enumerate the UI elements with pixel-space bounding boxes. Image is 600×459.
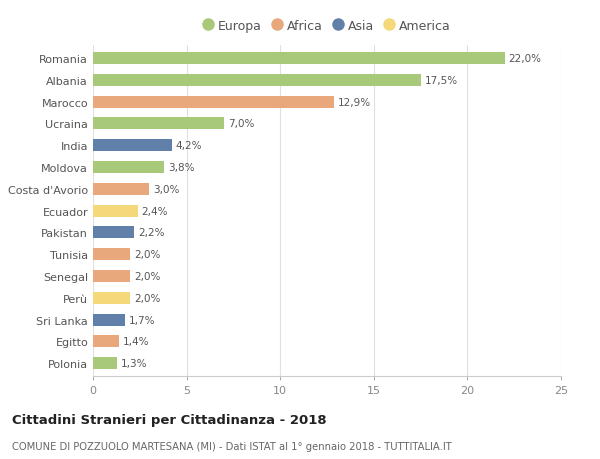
Bar [93, 227, 134, 239]
Text: 17,5%: 17,5% [424, 76, 457, 86]
Bar [93, 292, 130, 304]
Bar [93, 249, 130, 261]
Bar [93, 336, 119, 347]
Text: 2,2%: 2,2% [138, 228, 164, 238]
Text: 1,4%: 1,4% [123, 336, 149, 347]
Text: 12,9%: 12,9% [338, 97, 371, 107]
Text: 1,7%: 1,7% [128, 315, 155, 325]
Bar [93, 314, 125, 326]
Bar [93, 118, 224, 130]
Text: 1,3%: 1,3% [121, 358, 148, 368]
Text: 3,8%: 3,8% [168, 162, 194, 173]
Text: Cittadini Stranieri per Cittadinanza - 2018: Cittadini Stranieri per Cittadinanza - 2… [12, 413, 326, 426]
Text: 2,4%: 2,4% [142, 206, 168, 216]
Text: 2,0%: 2,0% [134, 271, 161, 281]
Text: 22,0%: 22,0% [509, 54, 542, 64]
Bar [93, 162, 164, 174]
Bar [93, 75, 421, 87]
Bar [93, 205, 138, 217]
Bar [93, 270, 130, 282]
Text: COMUNE DI POZZUOLO MARTESANA (MI) - Dati ISTAT al 1° gennaio 2018 - TUTTITALIA.I: COMUNE DI POZZUOLO MARTESANA (MI) - Dati… [12, 441, 452, 451]
Bar [93, 96, 334, 108]
Text: 2,0%: 2,0% [134, 250, 161, 260]
Text: 7,0%: 7,0% [228, 119, 254, 129]
Legend: Europa, Africa, Asia, America: Europa, Africa, Asia, America [203, 20, 451, 33]
Text: 2,0%: 2,0% [134, 293, 161, 303]
Bar [93, 184, 149, 196]
Bar [93, 140, 172, 152]
Bar [93, 53, 505, 65]
Text: 4,2%: 4,2% [175, 141, 202, 151]
Bar [93, 358, 118, 369]
Text: 3,0%: 3,0% [153, 185, 179, 195]
